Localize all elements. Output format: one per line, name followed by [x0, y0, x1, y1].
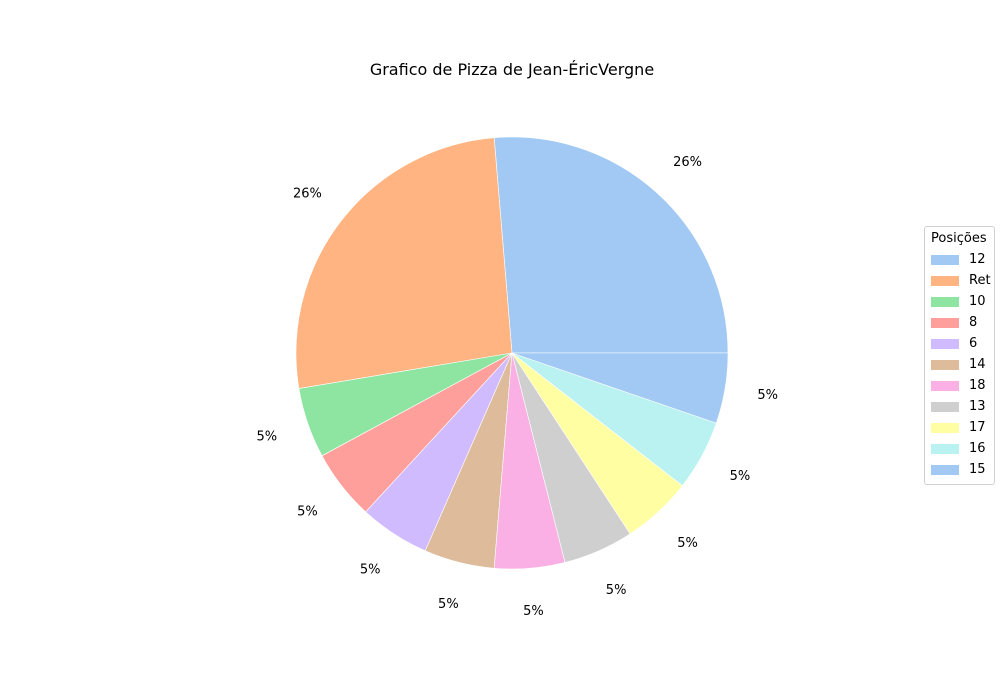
legend-item: 14 — [925, 354, 994, 375]
slice-percent-label: 5% — [677, 536, 698, 551]
legend-label: 6 — [969, 336, 978, 351]
legend-item: 16 — [925, 438, 994, 459]
legend-label: 10 — [969, 294, 986, 309]
slice-percent-label: 5% — [606, 583, 627, 598]
legend-swatch — [931, 380, 959, 391]
legend-item: 15 — [925, 459, 994, 480]
pie-slice-12 — [493, 136, 729, 354]
legend-label: 14 — [969, 357, 986, 372]
legend-label: 17 — [969, 420, 986, 435]
slice-percent-label: 5% — [360, 562, 381, 577]
chart-title: Grafico de Pizza de Jean-ÉricVergne — [369, 60, 655, 79]
slice-percent-label: 5% — [730, 469, 751, 484]
legend-item: 18 — [925, 375, 994, 396]
slice-percent-label: 26% — [293, 186, 322, 201]
legend-swatch — [931, 275, 959, 286]
pie-slice-15 — [511, 352, 729, 424]
slice-percent-label: 5% — [757, 388, 778, 403]
legend-swatch — [931, 296, 959, 307]
legend-label: 12 — [969, 252, 986, 267]
legend-swatch — [931, 443, 959, 454]
legend-item: Ret — [925, 270, 994, 291]
legend-item: 6 — [925, 333, 994, 354]
legend-swatch — [931, 464, 959, 475]
legend-item: 12 — [925, 249, 994, 270]
legend-swatch — [931, 422, 959, 433]
pie-slice-Ret — [295, 137, 513, 389]
legend-label: 15 — [969, 462, 986, 477]
slice-percent-label: 5% — [438, 597, 459, 612]
legend-swatch — [931, 401, 959, 412]
legend-label: 18 — [969, 378, 986, 393]
legend: Posições 12 Ret 10 8 6 14 18 13 17 16 15 — [924, 226, 995, 485]
legend-label: 13 — [969, 399, 986, 414]
legend-label: 8 — [969, 315, 978, 330]
legend-item: 10 — [925, 291, 994, 312]
legend-label: 16 — [969, 441, 986, 456]
legend-swatch — [931, 359, 959, 370]
legend-title: Posições — [931, 231, 987, 246]
legend-item: 13 — [925, 396, 994, 417]
legend-swatch — [931, 338, 959, 349]
legend-item: 8 — [925, 312, 994, 333]
slice-percent-label: 26% — [673, 155, 702, 170]
legend-item: 17 — [925, 417, 994, 438]
slice-percent-label: 5% — [523, 604, 544, 619]
legend-swatch — [931, 254, 959, 265]
slice-percent-label: 5% — [257, 430, 278, 445]
legend-label: Ret — [969, 273, 991, 288]
legend-swatch — [931, 317, 959, 328]
slice-percent-label: 5% — [297, 505, 318, 520]
